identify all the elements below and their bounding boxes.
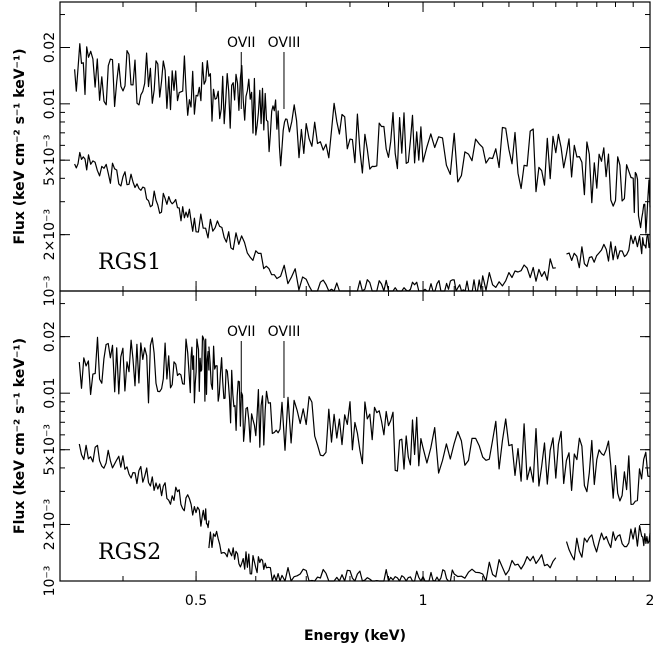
source-spectrum-line — [74, 43, 651, 234]
panel-rgs2: 10⁻³ 2×10⁻³ 5×10⁻³ 0.01 0.02 Flux (keV cm⁻² s… — [12, 290, 651, 597]
background-spectrum-line — [208, 530, 557, 582]
y-tick-label: 0.02 — [42, 32, 58, 63]
y-tick-label: 5×10⁻³ — [42, 424, 58, 475]
line-label-oviii: OVIII — [268, 324, 301, 340]
y-axis-title: Flux (keV cm⁻² s⁻¹ keV⁻¹) — [12, 49, 28, 245]
y-tick-label: 2×10⁻³ — [42, 499, 58, 550]
y-tick-label: 0.01 — [42, 88, 58, 119]
background-spectrum-line — [78, 443, 210, 529]
panel-rgs1: 10⁻³ 2×10⁻³ 5×10⁻³ 0.01 0.02 Flux (keV cm⁻² s… — [12, 1, 651, 307]
panels-group: 10⁻³ 2×10⁻³ 5×10⁻³ 0.01 0.02 Flux (keV cm⁻² s… — [12, 1, 655, 609]
source-spectrum-line — [208, 345, 651, 505]
background-spectrum-line — [565, 525, 651, 561]
y-tick-label: 0.01 — [42, 378, 58, 409]
panel-label: RGS1 — [98, 250, 161, 275]
x-tick-label: 2 — [646, 593, 655, 609]
y-tick-label: 10⁻³ — [42, 566, 58, 597]
background-spectrum-line — [74, 151, 556, 292]
y-tick-label: 5×10⁻³ — [42, 134, 58, 185]
x-axis-title: Energy (keV) — [304, 628, 406, 644]
line-label-oviii: OVIII — [268, 35, 301, 51]
line-label-ovii: OVII — [227, 35, 256, 51]
x-tick-label: 1 — [419, 593, 428, 609]
y-tick-label: 2×10⁻³ — [42, 209, 58, 260]
x-tick-label: 0.5 — [185, 593, 207, 609]
y-tick-label: 0.02 — [42, 321, 58, 352]
y-axis-title: Flux (keV cm⁻² s⁻¹ keV⁻¹) — [12, 338, 28, 534]
y-tick-label: 10⁻³ — [42, 276, 58, 307]
panel-label: RGS2 — [98, 540, 161, 565]
background-spectrum-line — [566, 233, 651, 269]
line-label-ovii: OVII — [227, 324, 256, 340]
source-spectrum-line — [78, 335, 210, 404]
